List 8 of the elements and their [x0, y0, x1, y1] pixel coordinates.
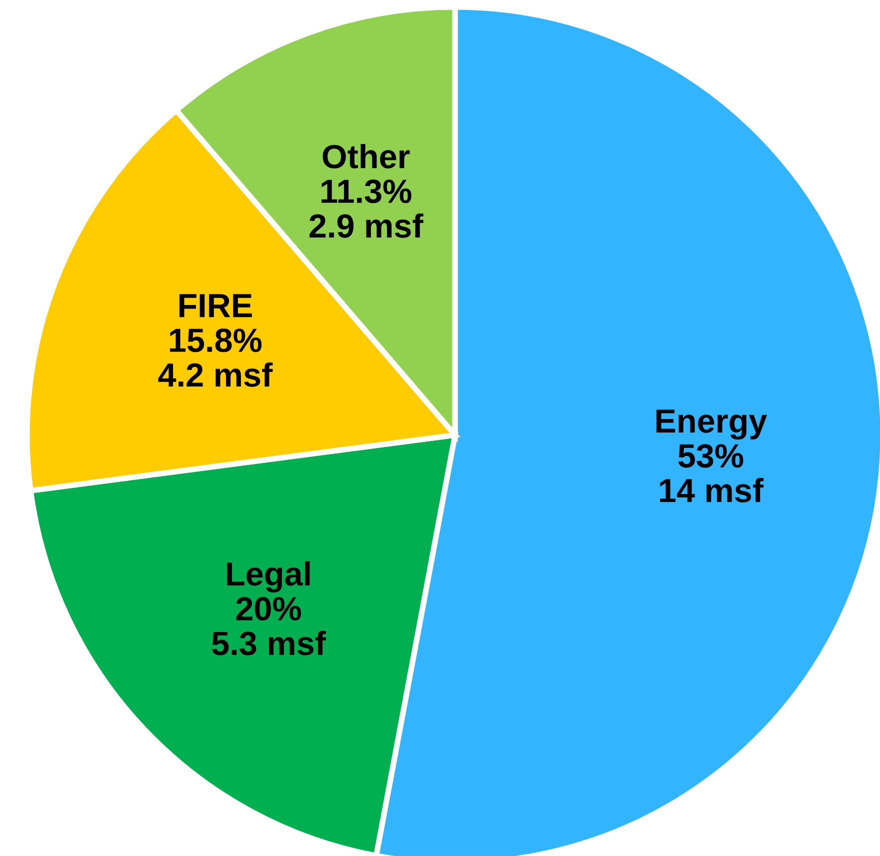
- slice-label: Energy: [656, 410, 768, 440]
- data-label: 15.8% 4.2 msf: [158, 328, 273, 387]
- slice-label: Other: [322, 144, 410, 168]
- data-label: 53% 14 msf: [660, 444, 764, 502]
- slice-label: FIRE: [179, 294, 252, 318]
- data-label: 11.3% 2.9 msf: [310, 180, 424, 238]
- data-label: 20% 5.3 msf: [212, 596, 326, 656]
- slice-label: Legal: [227, 561, 310, 592]
